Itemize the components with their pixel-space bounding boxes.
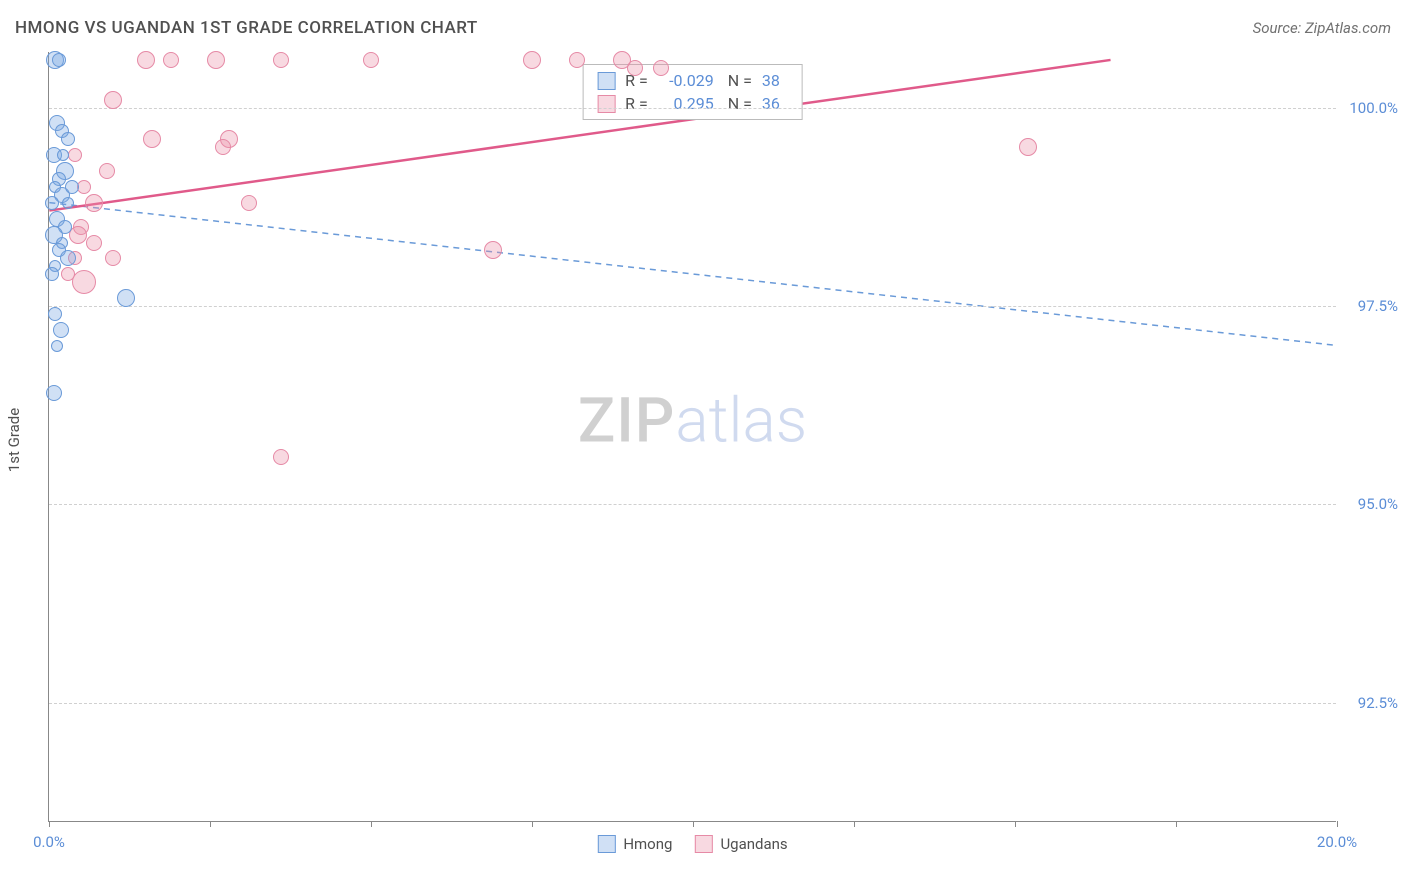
scatter-point-hmong — [45, 267, 59, 281]
stats-row: R = -0.029 N = 38 — [597, 71, 788, 90]
scatter-point-ugandans — [363, 52, 379, 68]
swatch-series-1 — [597, 835, 615, 853]
n-value: 36 — [762, 94, 788, 113]
scatter-point-ugandans — [86, 235, 102, 251]
scatter-point-ugandans — [207, 51, 225, 69]
x-tick — [854, 821, 855, 827]
x-tick — [1337, 821, 1338, 827]
chart-title: HMONG VS UGANDAN 1ST GRADE CORRELATION C… — [15, 18, 478, 38]
watermark: ZIPatlas — [578, 385, 807, 458]
scatter-point-ugandans — [68, 148, 82, 162]
scatter-point-ugandans — [99, 163, 115, 179]
scatter-point-hmong — [117, 289, 135, 307]
scatter-point-ugandans — [105, 250, 121, 266]
scatter-point-ugandans — [85, 194, 103, 212]
scatter-point-hmong — [45, 196, 59, 210]
x-tick-label: 20.0% — [1317, 833, 1357, 851]
scatter-point-hmong — [61, 132, 75, 146]
grid-line — [49, 703, 1336, 704]
y-tick-label: 95.0% — [1342, 495, 1398, 513]
scatter-point-ugandans — [72, 270, 96, 294]
x-tick — [49, 821, 50, 827]
watermark-atlas: atlas — [675, 385, 807, 458]
y-tick-label: 92.5% — [1342, 694, 1398, 712]
x-tick — [371, 821, 372, 827]
trend-line-series-2 — [49, 60, 1110, 211]
stats-label: R = — [625, 94, 648, 113]
x-tick-label: 0.0% — [33, 833, 65, 851]
scatter-point-ugandans — [273, 52, 289, 68]
scatter-point-ugandans — [137, 51, 155, 69]
trend-line-series-1 — [49, 203, 1335, 346]
x-tick — [1015, 821, 1016, 827]
legend-label: Ugandans — [720, 835, 787, 853]
r-value: 0.295 — [658, 94, 714, 113]
x-tick — [210, 821, 211, 827]
legend-label: Hmong — [623, 835, 672, 853]
stats-label: N = — [724, 94, 752, 113]
x-tick — [532, 821, 533, 827]
swatch-series-2 — [597, 95, 615, 113]
scatter-point-ugandans — [653, 60, 669, 76]
scatter-point-hmong — [46, 385, 62, 401]
scatter-point-ugandans — [273, 449, 289, 465]
scatter-point-ugandans — [1019, 138, 1037, 156]
scatter-point-ugandans — [569, 52, 585, 68]
scatter-point-ugandans — [523, 51, 541, 69]
grid-line — [49, 306, 1336, 307]
source-attribution: Source: ZipAtlas.com — [1253, 19, 1391, 37]
scatter-point-ugandans — [215, 139, 231, 155]
scatter-point-ugandans — [61, 267, 75, 281]
watermark-zip: ZIP — [578, 385, 676, 458]
scatter-point-hmong — [51, 340, 63, 352]
grid-line — [49, 504, 1336, 505]
swatch-series-1 — [597, 72, 615, 90]
scatter-point-hmong — [57, 149, 69, 161]
scatter-point-hmong — [53, 322, 69, 338]
correlation-stats-box: R = -0.029 N = 38 R = 0.295 N = 36 — [582, 64, 803, 120]
scatter-point-ugandans — [104, 91, 122, 109]
chart-plot-area: ZIPatlas R = -0.029 N = 38 R = 0.295 N =… — [48, 52, 1336, 822]
stats-row: R = 0.295 N = 36 — [597, 94, 788, 113]
swatch-series-2 — [694, 835, 712, 853]
scatter-point-hmong — [60, 250, 76, 266]
r-value: -0.029 — [658, 71, 714, 90]
scatter-point-hmong — [52, 53, 66, 67]
scatter-point-ugandans — [241, 195, 257, 211]
scatter-point-hmong — [65, 180, 79, 194]
scatter-point-ugandans — [627, 60, 643, 76]
scatter-point-ugandans — [484, 241, 502, 259]
y-axis-label: 1st Grade — [5, 408, 23, 472]
x-tick — [1176, 821, 1177, 827]
y-tick-label: 97.5% — [1342, 297, 1398, 315]
legend-item: Ugandans — [694, 835, 787, 853]
x-tick — [693, 821, 694, 827]
legend-item: Hmong — [597, 835, 672, 853]
grid-line — [49, 108, 1336, 109]
legend: Hmong Ugandans — [597, 835, 787, 853]
trend-lines-layer — [49, 52, 1336, 821]
scatter-point-ugandans — [163, 52, 179, 68]
scatter-point-ugandans — [143, 130, 161, 148]
y-tick-label: 100.0% — [1342, 99, 1398, 117]
scatter-point-hmong — [62, 197, 74, 209]
scatter-point-ugandans — [77, 180, 91, 194]
stats-label: N = — [724, 71, 752, 90]
n-value: 38 — [762, 71, 788, 90]
scatter-point-hmong — [48, 307, 62, 321]
